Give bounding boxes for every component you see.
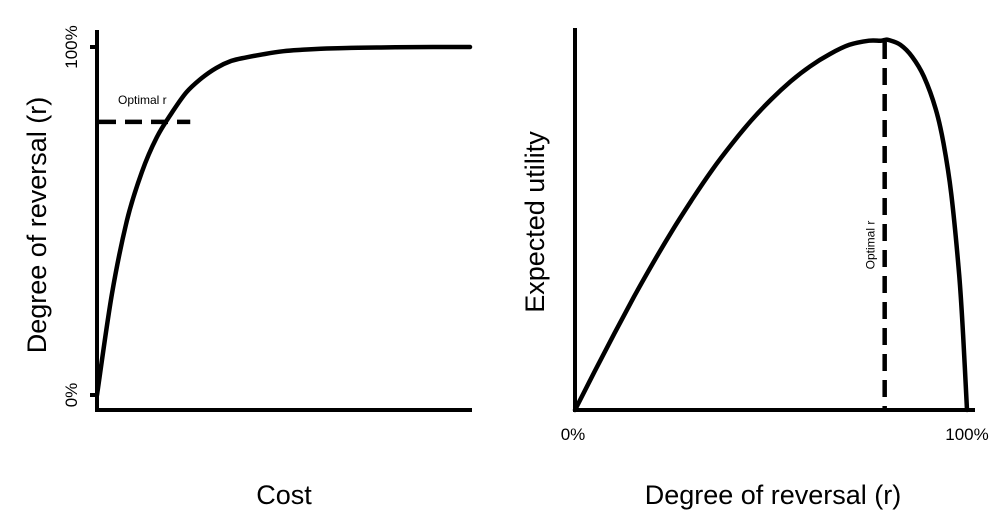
right-x-tick-label-left: 0%	[561, 425, 586, 444]
right-y-axis-label: Expected utility	[520, 131, 550, 313]
left-optimal-r-label: Optimal r	[118, 93, 167, 107]
right-x-tick-label-right: 100%	[945, 425, 988, 444]
right-optimal-r-label: Optimal r	[864, 221, 878, 270]
chart-left: 100% 0% Degree of reversal (r) Cost Opti…	[22, 25, 473, 510]
left-y-tick-label-bottom: 0%	[62, 383, 81, 408]
left-series-line	[94, 44, 473, 398]
chart-right: 0% 100% Expected utility Degree of rever…	[520, 28, 989, 510]
right-series-line	[572, 37, 970, 413]
left-x-axis-label: Cost	[256, 480, 312, 510]
left-y-tick-label-top: 100%	[62, 25, 81, 68]
right-x-axis-label: Degree of reversal (r)	[645, 480, 902, 510]
left-y-axis-label: Degree of reversal (r)	[22, 97, 52, 354]
